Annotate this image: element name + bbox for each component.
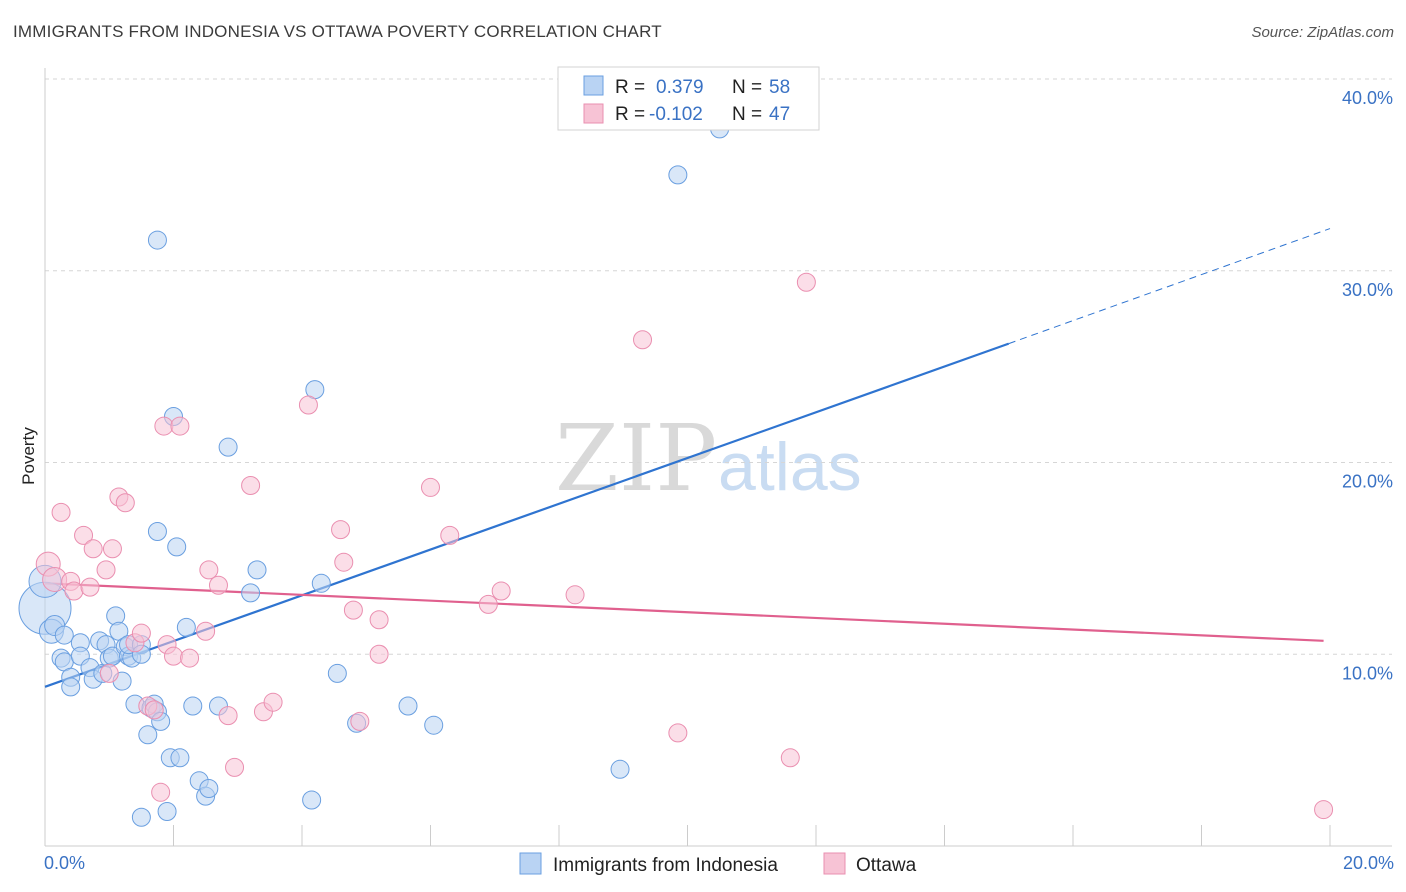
data-point-ottawa	[51, 502, 71, 522]
data-point-ottawa	[196, 621, 216, 641]
data-point-indonesia	[668, 165, 688, 185]
x-tick-label: 0.0%	[44, 853, 85, 873]
data-point-ottawa	[331, 520, 351, 540]
y-axis-title: Poverty	[19, 427, 38, 485]
y-tick-label: 30.0%	[1342, 280, 1393, 300]
data-point-indonesia	[167, 537, 187, 557]
data-point-indonesia	[131, 807, 151, 827]
data-point-indonesia	[610, 759, 630, 779]
stats-n-label: N =	[732, 104, 762, 125]
data-point-ottawa	[1314, 800, 1334, 820]
data-point-ottawa	[369, 610, 389, 630]
data-point-ottawa	[478, 594, 498, 614]
watermark-atlas: atlas	[718, 429, 862, 505]
trend-extension-indonesia	[1008, 228, 1331, 345]
legend-label-ottawa: Ottawa	[856, 855, 917, 876]
data-point-indonesia	[147, 230, 167, 250]
stats-swatch-indonesia	[583, 75, 604, 96]
data-point-ottawa	[350, 711, 370, 731]
data-point-indonesia	[327, 663, 347, 683]
data-point-ottawa	[64, 581, 84, 601]
y-tick-label: 40.0%	[1342, 88, 1393, 108]
trend-line-ottawa	[44, 582, 1324, 642]
data-point-ottawa	[199, 560, 219, 580]
stats-box: R = 0.379 N = 58 R = -0.102 N = 47	[557, 66, 820, 131]
axes: 10.0% 20.0% 30.0% 40.0% 0.0% 20.0%	[44, 68, 1394, 873]
data-point-indonesia	[199, 778, 219, 798]
data-point-indonesia	[424, 715, 444, 735]
stats-n-value: 47	[769, 104, 790, 125]
legend-swatch-ottawa	[823, 852, 846, 875]
data-point-ottawa	[491, 581, 511, 601]
legend-label-indonesia: Immigrants from Indonesia	[553, 855, 778, 876]
trend-lines	[44, 228, 1331, 688]
data-point-ottawa	[440, 525, 460, 545]
data-point-ottawa	[74, 525, 94, 545]
legend: Immigrants from Indonesia Ottawa	[519, 852, 917, 876]
data-point-ottawa	[102, 539, 122, 559]
data-point-ottawa	[343, 600, 363, 620]
data-point-ottawa	[144, 700, 164, 720]
data-point-ottawa	[633, 330, 653, 350]
data-point-indonesia	[147, 522, 167, 542]
data-point-indonesia	[302, 790, 322, 810]
y-tick-label: 10.0%	[1342, 663, 1393, 683]
data-point-ottawa	[164, 646, 183, 666]
data-point-ottawa	[151, 782, 171, 802]
data-point-indonesia	[398, 696, 418, 716]
data-point-ottawa	[369, 644, 389, 664]
stats-n-value: 58	[769, 77, 790, 98]
x-tick-label: 20.0%	[1343, 853, 1394, 873]
y-tick-label: 20.0%	[1342, 472, 1393, 492]
stats-r-label: R =	[615, 104, 645, 125]
data-point-ottawa	[115, 493, 135, 513]
data-point-indonesia	[176, 617, 196, 637]
data-point-indonesia	[218, 437, 238, 457]
data-point-indonesia	[61, 677, 81, 697]
data-points	[18, 119, 1334, 827]
data-point-ottawa	[565, 585, 585, 605]
data-point-ottawa	[241, 476, 261, 496]
grid	[45, 78, 1392, 655]
data-point-ottawa	[796, 272, 816, 292]
data-point-indonesia	[54, 625, 74, 645]
watermark-zip: ZIP	[555, 405, 717, 512]
data-point-indonesia	[170, 748, 190, 768]
data-point-indonesia	[138, 725, 158, 745]
data-point-ottawa	[99, 663, 119, 683]
data-point-ottawa	[131, 623, 151, 643]
data-point-indonesia	[311, 573, 331, 593]
data-point-ottawa	[225, 757, 245, 777]
data-point-ottawa	[96, 560, 116, 580]
data-point-ottawa	[80, 577, 100, 597]
chart-title: IMMIGRANTS FROM INDONESIA VS OTTAWA POVE…	[13, 22, 662, 41]
data-point-ottawa	[421, 477, 440, 497]
data-point-ottawa	[780, 748, 800, 768]
stats-r-label: R =	[615, 77, 645, 98]
data-point-indonesia	[247, 560, 267, 580]
data-point-indonesia	[157, 801, 177, 821]
stats-r-value: 0.379	[656, 77, 704, 98]
data-point-ottawa	[208, 575, 228, 595]
stats-swatch-ottawa	[583, 103, 604, 124]
data-point-indonesia	[106, 606, 126, 626]
data-point-ottawa	[263, 692, 283, 712]
data-point-ottawa	[154, 416, 174, 436]
data-point-indonesia	[183, 696, 203, 716]
data-point-ottawa	[170, 416, 190, 436]
data-point-ottawa	[180, 648, 200, 668]
legend-swatch-indonesia	[519, 852, 542, 875]
stats-r-value: -0.102	[649, 104, 703, 125]
data-point-ottawa	[218, 706, 238, 726]
data-point-ottawa	[668, 723, 688, 743]
data-point-ottawa	[83, 539, 103, 559]
stats-n-label: N =	[732, 77, 762, 98]
source-credit: Source: ZipAtlas.com	[1251, 24, 1394, 41]
data-point-indonesia	[241, 583, 261, 603]
data-point-ottawa	[334, 552, 354, 572]
data-point-ottawa	[298, 395, 318, 415]
